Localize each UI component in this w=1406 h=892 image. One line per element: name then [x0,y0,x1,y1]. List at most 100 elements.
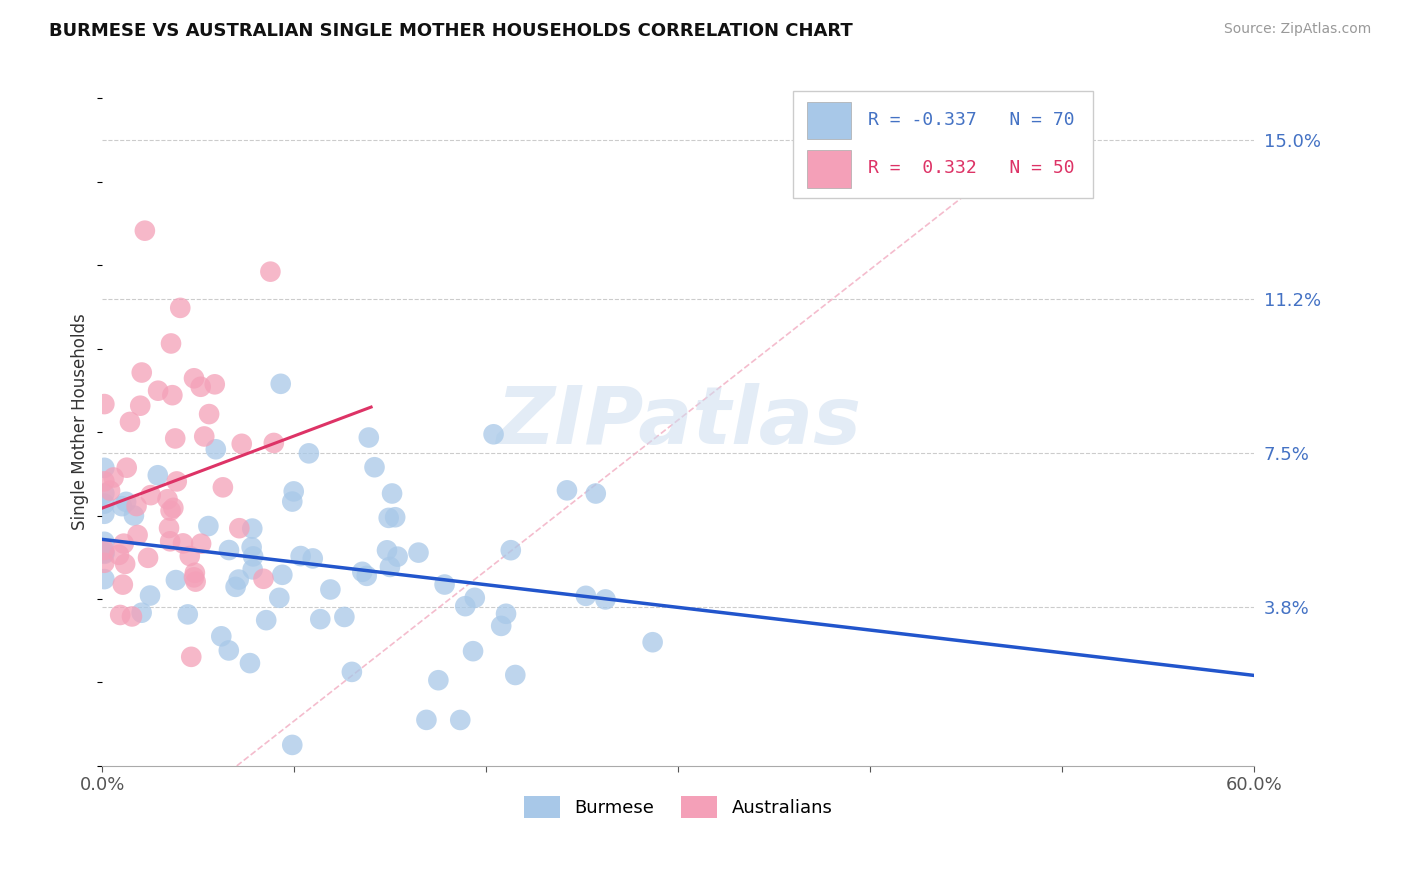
Point [461,644,484,658]
Point [489,619,512,633]
Point [93,546,115,560]
Point [209,629,232,643]
Point [377,511,399,525]
Point [197,519,219,533]
Point [218,643,240,657]
Point [263,436,285,450]
Point [384,510,406,524]
Point [340,665,363,679]
Point [290,549,312,563]
Point [93,547,115,561]
Point [363,460,385,475]
Point [503,668,526,682]
Point [162,500,184,515]
Point [118,415,141,429]
Point [240,522,263,536]
Point [433,577,456,591]
Point [111,499,134,513]
Point [93,497,115,511]
Point [159,503,181,517]
Point [146,384,169,398]
Point [115,460,138,475]
Point [169,301,191,315]
Point [93,486,115,500]
Point [184,566,207,580]
Point [127,528,149,542]
Point [198,407,221,421]
Point [309,612,332,626]
Point [495,607,517,621]
Point [356,569,378,583]
Point [93,475,115,489]
Point [352,565,374,579]
Point [179,549,201,563]
Point [156,492,179,507]
Point [269,591,291,605]
Point [108,548,131,562]
Point [585,486,607,500]
Point [375,543,398,558]
Point [139,589,162,603]
Point [270,376,292,391]
Point [160,336,183,351]
Point [242,549,264,564]
Point [228,573,250,587]
Point [281,738,304,752]
Point [381,486,404,500]
Point [131,606,153,620]
Point [239,656,262,670]
Point [482,427,505,442]
Point [93,507,115,521]
Text: R = -0.337   N = 70: R = -0.337 N = 70 [868,112,1074,129]
Bar [807,102,851,139]
Point [103,470,125,484]
Point [159,534,181,549]
Point [454,599,477,614]
Point [115,495,138,509]
Point [114,557,136,571]
Point [93,543,115,558]
Point [464,591,486,605]
Point [111,577,134,591]
Point [228,521,250,535]
Point [333,610,356,624]
Point [357,430,380,444]
Point [165,432,187,446]
Point [139,488,162,502]
Point [281,494,304,508]
Point [212,480,235,494]
Point [218,543,240,558]
Point [125,499,148,513]
Point [112,536,135,550]
Bar [793,91,1092,198]
Point [165,573,187,587]
Point [184,574,207,589]
Point [555,483,578,498]
Point [93,460,115,475]
Point [204,442,226,457]
Point [387,549,409,564]
Point [283,484,305,499]
Point [180,649,202,664]
Point [172,536,194,550]
Text: ZIPatlas: ZIPatlas [496,383,860,460]
Point [93,556,115,570]
Point [225,580,247,594]
Point [134,224,156,238]
Text: Source: ZipAtlas.com: Source: ZipAtlas.com [1223,22,1371,37]
Point [449,713,471,727]
Point [166,475,188,489]
Point [131,366,153,380]
Text: R =  0.332   N = 50: R = 0.332 N = 50 [868,160,1074,178]
Point [499,543,522,558]
Point [427,673,450,688]
Point [408,546,430,560]
Point [98,483,121,498]
Point [157,521,180,535]
Point [298,446,321,460]
Point [252,572,274,586]
Point [240,540,263,554]
Point [190,380,212,394]
Point [146,468,169,483]
Point [129,399,152,413]
